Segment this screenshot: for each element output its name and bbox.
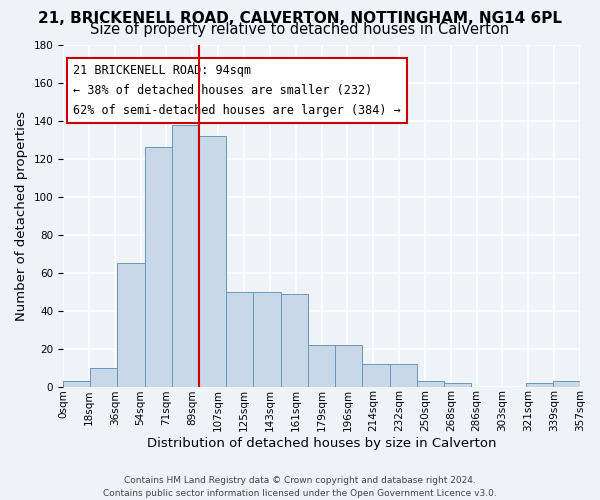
Text: Size of property relative to detached houses in Calverton: Size of property relative to detached ho… <box>91 22 509 37</box>
Text: 21 BRICKENELL ROAD: 94sqm
← 38% of detached houses are smaller (232)
62% of semi: 21 BRICKENELL ROAD: 94sqm ← 38% of detac… <box>73 64 401 117</box>
Bar <box>362 364 389 386</box>
Bar <box>199 136 226 386</box>
Bar <box>389 364 417 386</box>
Y-axis label: Number of detached properties: Number of detached properties <box>15 111 28 321</box>
X-axis label: Distribution of detached houses by size in Calverton: Distribution of detached houses by size … <box>147 437 496 450</box>
Text: 21, BRICKENELL ROAD, CALVERTON, NOTTINGHAM, NG14 6PL: 21, BRICKENELL ROAD, CALVERTON, NOTTINGH… <box>38 11 562 26</box>
Bar <box>90 368 118 386</box>
Bar <box>253 292 281 386</box>
Bar <box>308 345 335 387</box>
Bar <box>145 148 172 386</box>
Bar <box>335 345 362 387</box>
Bar <box>172 124 199 386</box>
Bar <box>63 381 90 386</box>
Text: Contains HM Land Registry data © Crown copyright and database right 2024.
Contai: Contains HM Land Registry data © Crown c… <box>103 476 497 498</box>
Bar <box>417 381 444 386</box>
Bar <box>526 382 553 386</box>
Bar <box>553 381 580 386</box>
Bar <box>281 294 308 386</box>
Bar <box>226 292 253 386</box>
Bar <box>444 382 471 386</box>
Bar <box>118 263 145 386</box>
